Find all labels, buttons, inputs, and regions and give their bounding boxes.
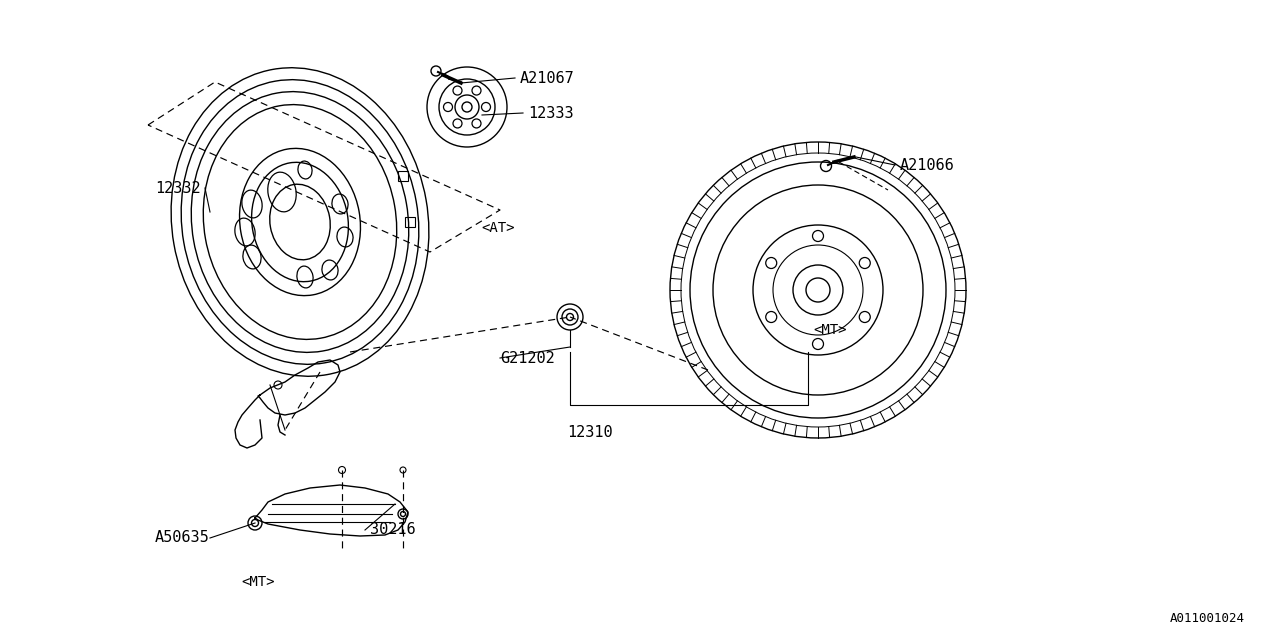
Text: A50635: A50635 [155, 531, 210, 545]
Text: G21202: G21202 [500, 351, 554, 365]
Text: <AT>: <AT> [481, 221, 515, 235]
Text: A21066: A21066 [900, 157, 955, 173]
Text: <MT>: <MT> [813, 323, 847, 337]
Text: 12333: 12333 [529, 106, 573, 120]
Bar [404, 217, 415, 227]
Text: A21067: A21067 [520, 70, 575, 86]
Text: A011001024: A011001024 [1170, 611, 1245, 625]
Text: <MT>: <MT> [241, 575, 275, 589]
Text: 12332: 12332 [155, 180, 201, 195]
Bar [398, 171, 408, 181]
Text: 30216: 30216 [370, 522, 416, 538]
Text: 12310: 12310 [567, 424, 613, 440]
